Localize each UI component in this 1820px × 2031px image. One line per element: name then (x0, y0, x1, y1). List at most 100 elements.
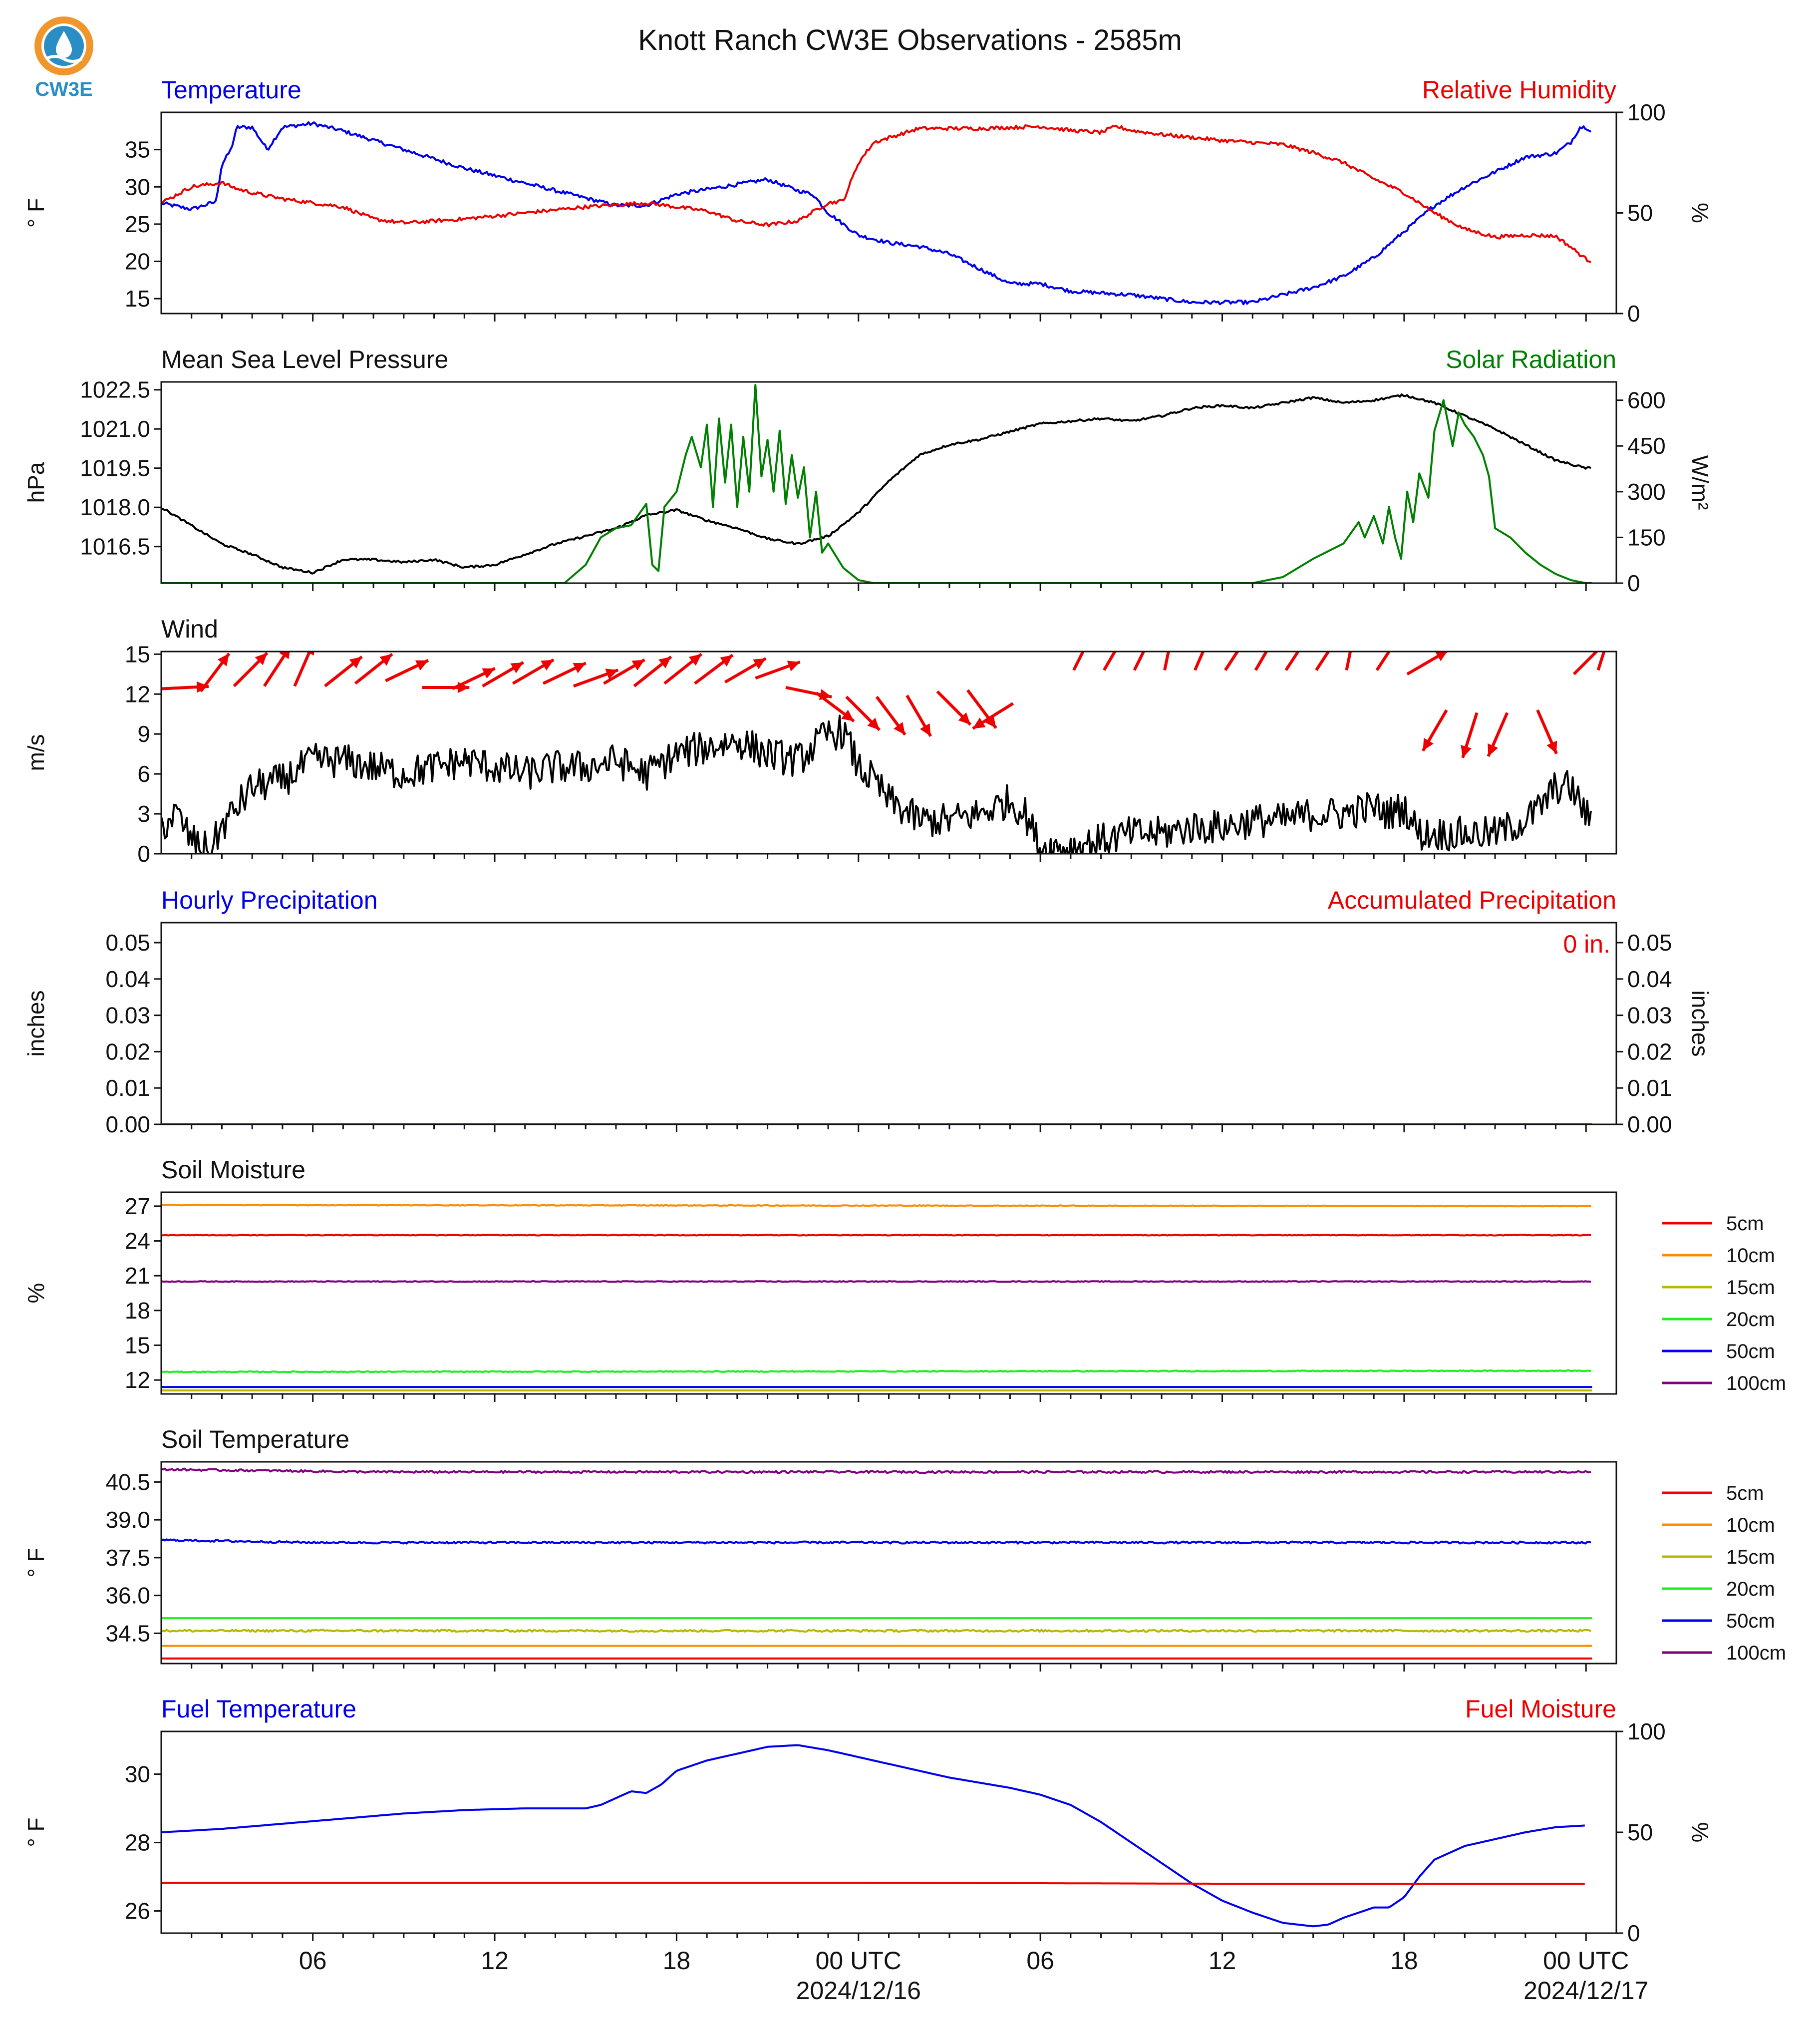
y-tick-label: 1021.0 (80, 416, 150, 442)
logo-drop-icon (56, 31, 72, 58)
legend-label: 20cm (1726, 1309, 1775, 1331)
wind-arrow-head (919, 723, 931, 736)
y-tick-label: 0.03 (105, 1003, 150, 1028)
panel-pressure_solar: Mean Sea Level Pressure Solar Radiation hP… (23, 345, 1713, 596)
y-tick-label: 30 (125, 174, 150, 200)
y-tick-label-right: 300 (1627, 479, 1666, 505)
y-tick-label-right: 0 (1627, 301, 1640, 327)
y-tick-label: 1018.0 (80, 494, 150, 520)
y-tick-label-right: 50 (1627, 1819, 1653, 1845)
panel-title-left: Temperature (161, 76, 302, 104)
wind-arrow (1194, 652, 1205, 671)
series-line-20cm (161, 1369, 1591, 1373)
y-tick-label: 36.0 (105, 1583, 150, 1609)
y-tick-label: 12 (125, 1367, 150, 1393)
y-tick-label: 37.5 (105, 1545, 150, 1571)
legend-label: 100cm (1726, 1642, 1786, 1664)
wind-arrow-head (482, 668, 495, 679)
series-group (161, 1744, 1585, 1928)
series-line-temperature (161, 121, 1591, 306)
wind-arrow-head (984, 715, 996, 728)
y-tick-label-right: 0 (1627, 1920, 1640, 1946)
x-tick-date-label: 2024/12/17 (1523, 1977, 1648, 2005)
legend-label: 50cm (1726, 1610, 1775, 1632)
series-group (161, 652, 1606, 854)
legend: 5cm 10cm 15cm 20cm 50cm 100cm (1662, 1482, 1786, 1664)
y-tick-label: 0 (137, 841, 150, 867)
wind-arrow-head (255, 653, 268, 666)
y-tick-label: 24 (125, 1228, 150, 1254)
wind-arrow-head (1461, 745, 1472, 758)
wind-arrow-head (541, 660, 554, 671)
y-axis-label: ° F (23, 1548, 49, 1577)
panel-title-left: Hourly Precipitation (161, 886, 378, 914)
y-tick-label-right: 150 (1627, 524, 1666, 550)
y-axis-label-right: % (1687, 203, 1713, 223)
wind-arrow-head (867, 717, 880, 730)
y-tick-label: 18 (125, 1298, 150, 1324)
wind-arrow-head (573, 663, 586, 674)
y-tick-label: 3 (137, 801, 150, 827)
panel-title-right: Fuel Moisture (1465, 1695, 1616, 1723)
panel-title-right: Accumulated Precipitation (1328, 886, 1616, 914)
wind-arrow-head (510, 662, 524, 674)
y-tick-label: 25 (125, 211, 150, 237)
plot-frame (160, 922, 1617, 1125)
wind-arrow-head (958, 712, 971, 725)
x-tick-date-label: 2024/12/16 (796, 1977, 921, 2005)
wind-arrow-head (631, 660, 645, 671)
legend-label: 15cm (1726, 1277, 1775, 1299)
wind-arrow-head (720, 655, 733, 667)
y-tick-label: 15 (125, 286, 150, 312)
y-tick-label-right: 100 (1627, 99, 1666, 125)
y-tick-label: 28 (125, 1830, 150, 1856)
wind-arrow (1103, 652, 1117, 671)
series-group (161, 121, 1591, 306)
x-tick-label: 00 UTC (1543, 1947, 1629, 1975)
panel-soil_moisture: Soil Moisture% 12 15 18 21 24 27 5cm 10cm 15cm 20c… (23, 1156, 1786, 1402)
panel-title-right: Solar Radiation (1446, 345, 1616, 373)
y-tick-label-right: 0.01 (1627, 1075, 1672, 1101)
y-tick-label-right: 600 (1627, 387, 1666, 413)
y-tick-label-right: 0 (1627, 570, 1640, 596)
panel-precip: Hourly Precipitation Accumulated Precipit… (23, 886, 1713, 1137)
series-line-solar-radiation (161, 384, 1592, 583)
y-tick-label: 20 (125, 249, 150, 275)
y-axis-label: hPa (23, 462, 49, 503)
wind-arrow (1133, 652, 1146, 671)
wind-arrow-head (658, 657, 671, 669)
legend-label: 50cm (1726, 1341, 1775, 1362)
x-tick-label: 06 (1026, 1947, 1054, 1975)
wind-direction-arrows (161, 652, 1606, 758)
plot-frame (160, 651, 1617, 855)
y-axis-label-right: inches (1687, 991, 1713, 1057)
y-tick-label: 0.05 (105, 930, 150, 956)
y-axis-label: % (23, 1283, 49, 1304)
y-tick-label-right: 100 (1627, 1718, 1666, 1744)
plot-frame (160, 111, 1617, 315)
plot-frame (160, 1461, 1617, 1665)
x-tick-label: 06 (299, 1947, 327, 1975)
wind-arrow (1163, 652, 1170, 671)
plot-frame (160, 1191, 1617, 1395)
legend-label: 20cm (1726, 1578, 1775, 1600)
panel-title-right: Relative Humidity (1422, 76, 1616, 104)
series-line-wind-speed (161, 714, 1592, 854)
y-tick-label: 9 (137, 721, 150, 747)
panel-title-left: Soil Temperature (161, 1425, 349, 1453)
legend-label: 5cm (1726, 1213, 1764, 1235)
y-tick-label: 34.5 (105, 1620, 150, 1646)
wind-arrow-head (972, 717, 986, 729)
y-axis-label: ° F (23, 198, 49, 228)
y-tick-label: 30 (125, 1761, 150, 1787)
wind-arrow-head (894, 722, 906, 735)
y-tick-label-right: 450 (1627, 433, 1666, 459)
x-tick-label: 00 UTC (816, 1947, 902, 1975)
series-line-relative-humidity (161, 124, 1591, 263)
y-tick-label: 1022.5 (80, 377, 150, 403)
panel-temp_rh: Temperature Relative Humidity ° F % 15 20 25 30… (23, 76, 1713, 327)
y-tick-label: 39.0 (105, 1507, 150, 1533)
y-axis-label: m/s (23, 734, 49, 771)
y-tick-label: 1019.5 (80, 455, 150, 481)
series-group (161, 1467, 1592, 1660)
